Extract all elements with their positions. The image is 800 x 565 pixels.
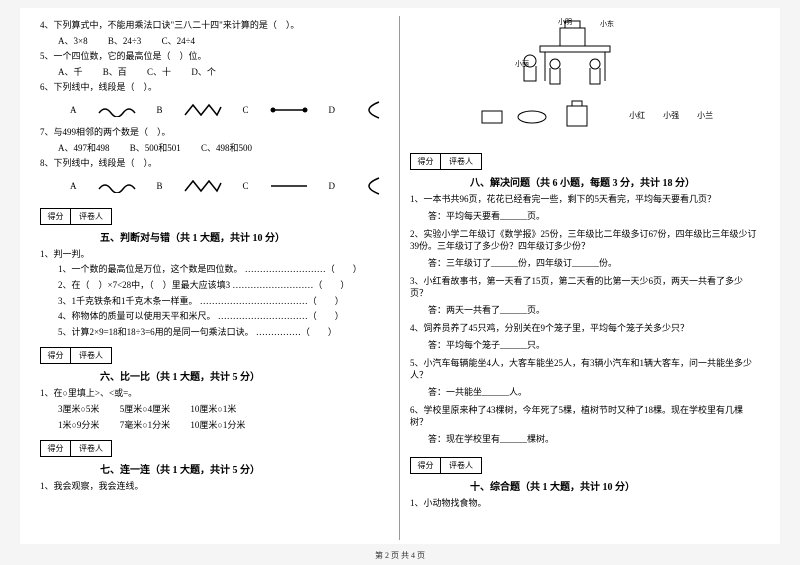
q7-options: A、497和498 B、500和501 C、498和500 — [40, 142, 389, 155]
q7-opt-a: A、497和498 — [58, 143, 110, 153]
section5-intro: 1、判一判。 — [40, 248, 389, 261]
score-label: 得分 — [41, 209, 71, 224]
score-label: 得分 — [411, 154, 441, 169]
tf-item-4: 4、称物体的质量可以使用天平和米尺。 …………………………（ ） — [40, 310, 389, 323]
score-label: 得分 — [41, 348, 71, 363]
name-3: 小兰 — [697, 110, 713, 121]
s8-a1: 答：平均每天要看______页。 — [428, 209, 760, 222]
compare-row-2: 1米○9分米 7毫米○1分米 10厘米○1分米 — [40, 419, 389, 432]
s8-a3: 答：两天一共看了______页。 — [428, 303, 760, 316]
reviewer-label: 评卷人 — [441, 154, 481, 169]
page-container: 4、下列算式中，不能用乘法口诀"三八二十四"来计算的是（ ）。 A、3×8 B、… — [20, 8, 780, 544]
name-labels-row: 小红 小强 小兰 — [629, 110, 713, 121]
arc-line-icon — [355, 176, 385, 196]
q7-text: 7、与499相邻的两个数是（ ）。 — [40, 126, 389, 139]
q8-label-a: A — [70, 181, 77, 191]
s8-a4: 答：平均每个笼子______只。 — [428, 338, 760, 351]
desk-illustration: 小明 小东 小丽 小红 小强 小兰 — [410, 16, 760, 141]
score-label: 得分 — [411, 458, 441, 473]
q5-opt-c: C、十 — [147, 67, 171, 77]
score-box-7: 得分 评卷人 — [40, 440, 112, 457]
cmp-1-3: 10厘米○1米 — [190, 404, 236, 414]
label-top-2: 小东 — [600, 19, 614, 28]
cmp-2-2: 7毫米○1分米 — [120, 420, 170, 430]
zigzag-line-icon — [183, 103, 223, 117]
cmp-1-1: 3厘米○5米 — [58, 404, 99, 414]
cmp-1-2: 5厘米○4厘米 — [120, 404, 170, 414]
score-box-10: 得分 评卷人 — [410, 457, 482, 474]
score-box-5: 得分 评卷人 — [40, 208, 112, 225]
section5-title: 五、判断对与错（共 1 大题，共计 10 分） — [100, 229, 389, 244]
q6-label-c: C — [243, 105, 249, 115]
q8-label-b: B — [157, 181, 163, 191]
reviewer-label: 评卷人 — [71, 348, 111, 363]
cmp-2-3: 10厘米○1分米 — [190, 420, 245, 430]
reviewer-label: 评卷人 — [71, 441, 111, 456]
reviewer-label: 评卷人 — [71, 209, 111, 224]
s8-q4: 4、饲养员养了45只鸡，分别关在9个笼子里，平均每个笼子关多少只？ — [410, 322, 760, 335]
q8-label-c: C — [243, 181, 249, 191]
s8-q3: 3、小红看故事书，第一天看了15页，第二天看的比第一天少6页，两天一共看了多少页… — [410, 275, 760, 300]
q7-opt-b: B、500和501 — [130, 143, 181, 153]
q5-opt-d: D、个 — [191, 67, 216, 77]
section7-title: 七、连一连（共 1 大题，共计 5 分） — [100, 461, 389, 476]
desk-scene-icon: 小明 小东 小丽 — [510, 16, 660, 91]
q4-text: 4、下列算式中，不能用乘法口诀"三八二十四"来计算的是（ ）。 — [40, 19, 389, 32]
section6-title: 六、比一比（共 1 大题，共计 5 分） — [100, 368, 389, 383]
tf-item-3: 3、1千克铁条和1千克木条一样重。 ………………………………（ ） — [40, 295, 389, 308]
name-1: 小红 — [629, 110, 645, 121]
score-label: 得分 — [41, 441, 71, 456]
q5-opt-b: B、百 — [103, 67, 127, 77]
section6-intro: 1、在○里填上>、<或=。 — [40, 387, 389, 400]
q4-opt-a: A、3×8 — [58, 36, 88, 46]
segment-line-icon — [269, 103, 309, 117]
objects-icon — [477, 91, 597, 141]
tf-item-1: 1、一个数的最高位是万位，这个数是四位数。 ………………………（ ） — [40, 263, 389, 276]
q8-text: 8、下列线中，线段是（ ）。 — [40, 157, 389, 170]
s10-q1: 1、小动物找食物。 — [410, 497, 760, 510]
s8-q5: 5、小汽车每辆能坐4人，大客车能坐25人，有3辆小汽车和1辆大客车，问一共能坐多… — [410, 357, 760, 382]
left-column: 4、下列算式中，不能用乘法口诀"三八二十四"来计算的是（ ）。 A、3×8 B、… — [30, 16, 400, 540]
q8-label-d: D — [329, 181, 336, 191]
tf-item-5: 5、计算2×9=18和18÷3=6用的是同一句乘法口诀。 ……………（ ） — [40, 326, 389, 339]
q6-text: 6、下列线中，线段是（ ）。 — [40, 81, 389, 94]
reviewer-label: 评卷人 — [441, 458, 481, 473]
q5-opt-a: A、千 — [58, 67, 83, 77]
s8-a2: 答：三年级订了______份，四年级订______份。 — [428, 256, 760, 269]
q7-opt-c: C、498和500 — [201, 143, 252, 153]
section7-intro: 1、我会观察，我会连线。 — [40, 480, 389, 493]
cmp-2-1: 1米○9分米 — [58, 420, 99, 430]
score-box-6: 得分 评卷人 — [40, 347, 112, 364]
q5-text: 5、一个四位数，它的最高位是（ ）位。 — [40, 50, 389, 63]
right-column: 小明 小东 小丽 小红 小强 小兰 得分 评卷人 八、解决问题（ — [400, 16, 770, 540]
q5-options: A、千 B、百 C、十 D、个 — [40, 66, 389, 79]
section10-title: 十、综合题（共 1 大题，共计 10 分） — [470, 478, 760, 493]
q4-opt-c: C、24÷4 — [162, 36, 195, 46]
s8-q1: 1、一本书共96页，花花已经看完一些，剩下的5天看完，平均每天要看几页？ — [410, 193, 760, 206]
section8-title: 八、解决问题（共 6 小题，每题 3 分，共计 18 分） — [470, 174, 760, 189]
s8-q2: 2、实验小学二年级订《数学报》25份，三年级比二年级多订67份，四年级比三年级少… — [410, 228, 760, 253]
s8-a6: 答：现在学校里有______棵树。 — [428, 432, 760, 445]
page-footer: 第 2 页 共 4 页 — [0, 546, 800, 565]
wavy-line-icon — [97, 179, 137, 193]
q4-opt-b: B、24÷3 — [108, 36, 141, 46]
score-box-8: 得分 评卷人 — [410, 153, 482, 170]
tf-item-2: 2、在（ ）×7<28中，（ ）里最大应该填3 ………………………（ ） — [40, 279, 389, 292]
q4-options: A、3×8 B、24÷3 C、24÷4 — [40, 35, 389, 48]
wavy-line-icon — [97, 103, 137, 117]
s8-q6: 6、学校里原来种了43棵树，今年死了5棵，植树节时又种了18棵。现在学校里有几棵… — [410, 404, 760, 429]
label-top-1: 小明 — [558, 17, 572, 26]
straight-line-icon — [269, 182, 309, 190]
zigzag-line-icon — [183, 179, 223, 193]
name-2: 小强 — [663, 110, 679, 121]
q6-label-b: B — [157, 105, 163, 115]
compare-row-1: 3厘米○5米 5厘米○4厘米 10厘米○1米 — [40, 403, 389, 416]
q6-shapes: A B C D — [70, 100, 389, 120]
q8-shapes: A B C D — [70, 176, 389, 196]
label-side: 小丽 — [515, 59, 529, 68]
q6-label-a: A — [70, 105, 77, 115]
arc-line-icon — [355, 100, 385, 120]
s8-a5: 答：一共能坐______人。 — [428, 385, 760, 398]
q6-label-d: D — [329, 105, 336, 115]
